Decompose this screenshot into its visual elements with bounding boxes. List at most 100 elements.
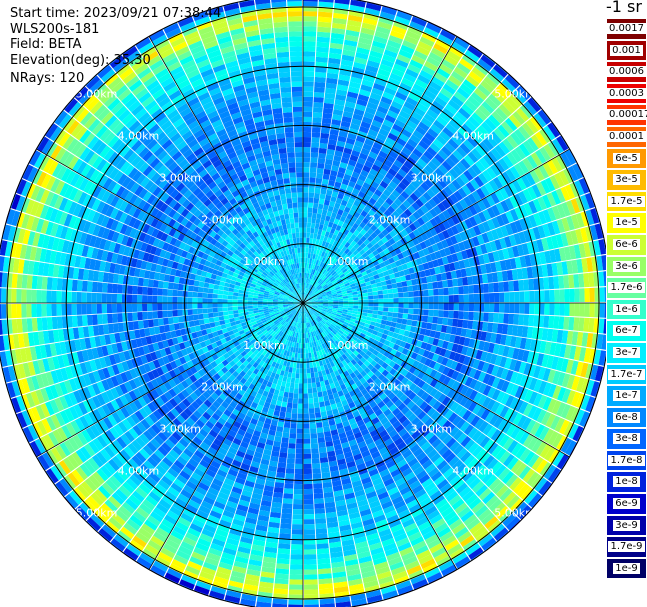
- range-gate: [414, 175, 424, 186]
- range-gate: [345, 29, 360, 38]
- range-gate: [331, 270, 337, 276]
- range-gate: [318, 11, 333, 18]
- range-gate: [551, 138, 564, 154]
- range-gate: [312, 253, 316, 260]
- range-gate: [351, 0, 366, 3]
- range-gate: [309, 232, 314, 239]
- range-gate: [345, 137, 356, 145]
- range-gate: [305, 277, 307, 284]
- range-gate: [369, 50, 383, 59]
- range-gate: [568, 316, 575, 331]
- range-gate: [360, 210, 368, 218]
- range-gate: [308, 408, 315, 414]
- range-gate: [420, 168, 431, 179]
- range-gate: [275, 573, 289, 580]
- range-gate: [529, 290, 535, 303]
- range-gate: [418, 195, 428, 205]
- range-gate: [372, 213, 381, 221]
- range-gate: [303, 232, 307, 238]
- range-gate: [394, 185, 404, 195]
- range-gate: [276, 563, 290, 570]
- range-gate: [439, 188, 450, 199]
- range-gate: [365, 64, 379, 74]
- range-gate: [352, 113, 363, 121]
- range-gate: [319, 137, 329, 144]
- range-gate: [392, 312, 399, 318]
- range-gate: [368, 306, 374, 311]
- range-gate: [403, 303, 409, 309]
- range-gate: [303, 293, 306, 299]
- range-gate: [384, 86, 397, 96]
- range-gate: [359, 89, 371, 97]
- range-gate: [378, 303, 384, 307]
- range-gate: [493, 64, 508, 78]
- range-gate: [569, 303, 575, 317]
- range-gate: [377, 232, 385, 240]
- range-gate: [398, 110, 411, 120]
- range-gate: [433, 42, 449, 55]
- range-gate: [345, 224, 353, 232]
- range-gate: [424, 60, 439, 72]
- range-gate: [433, 119, 445, 131]
- range-gate: [279, 385, 286, 392]
- range-gate: [321, 209, 328, 216]
- range-gate: [306, 373, 311, 379]
- range-gate: [307, 252, 311, 259]
- range-gate: [308, 273, 311, 279]
- range-gate: [303, 252, 306, 258]
- range-gate: [428, 80, 442, 92]
- range-gate: [446, 207, 456, 217]
- range-gate: [283, 488, 294, 494]
- range-gate: [313, 288, 318, 293]
- range-gate: [316, 249, 320, 256]
- range-gate: [311, 458, 320, 464]
- range-gate: [327, 67, 340, 75]
- range-gate: [355, 252, 362, 259]
- range-gate: [426, 146, 438, 157]
- range-gate: [326, 237, 332, 244]
- range-gate: [320, 214, 327, 221]
- range-gate: [342, 49, 356, 57]
- range-gate: [547, 141, 560, 157]
- range-gate: [368, 197, 377, 206]
- range-gate: [336, 89, 348, 97]
- range-gate: [514, 128, 527, 143]
- range-gate: [505, 168, 517, 182]
- range-gate: [362, 17, 378, 26]
- range-gate: [458, 107, 471, 120]
- range-gate: [300, 353, 303, 359]
- range-gate: [421, 31, 437, 43]
- range-gate: [320, 411, 328, 418]
- range-gate: [372, 142, 383, 151]
- range-gate: [310, 227, 315, 234]
- range-gate: [286, 407, 292, 414]
- range-gate: [355, 162, 364, 170]
- range-gate: [374, 264, 382, 270]
- range-gate: [356, 98, 368, 107]
- range-gate: [356, 47, 370, 55]
- range-gate: [452, 278, 459, 287]
- range-gate: [372, 40, 387, 50]
- range-gate: [309, 237, 313, 244]
- range-gate: [377, 216, 385, 225]
- range-gate: [514, 146, 527, 160]
- range-gate: [589, 303, 595, 318]
- range-gate: [341, 211, 349, 218]
- range-gate: [314, 81, 326, 88]
- range-gate: [303, 493, 314, 500]
- range-gate: [334, 274, 340, 280]
- range-gate: [293, 393, 299, 399]
- range-gate: [358, 152, 368, 161]
- range-gate: [563, 275, 570, 289]
- range-gate: [298, 383, 303, 389]
- range-gate: [482, 209, 492, 221]
- range-gate: [309, 362, 314, 369]
- range-gate: [426, 188, 436, 199]
- range-gate: [360, 228, 367, 236]
- range-gate: [310, 274, 314, 280]
- range-gate: [554, 303, 560, 316]
- range-gate: [429, 142, 441, 153]
- range-gate: [463, 139, 475, 151]
- range-gate: [296, 363, 300, 369]
- range-gate: [416, 217, 426, 226]
